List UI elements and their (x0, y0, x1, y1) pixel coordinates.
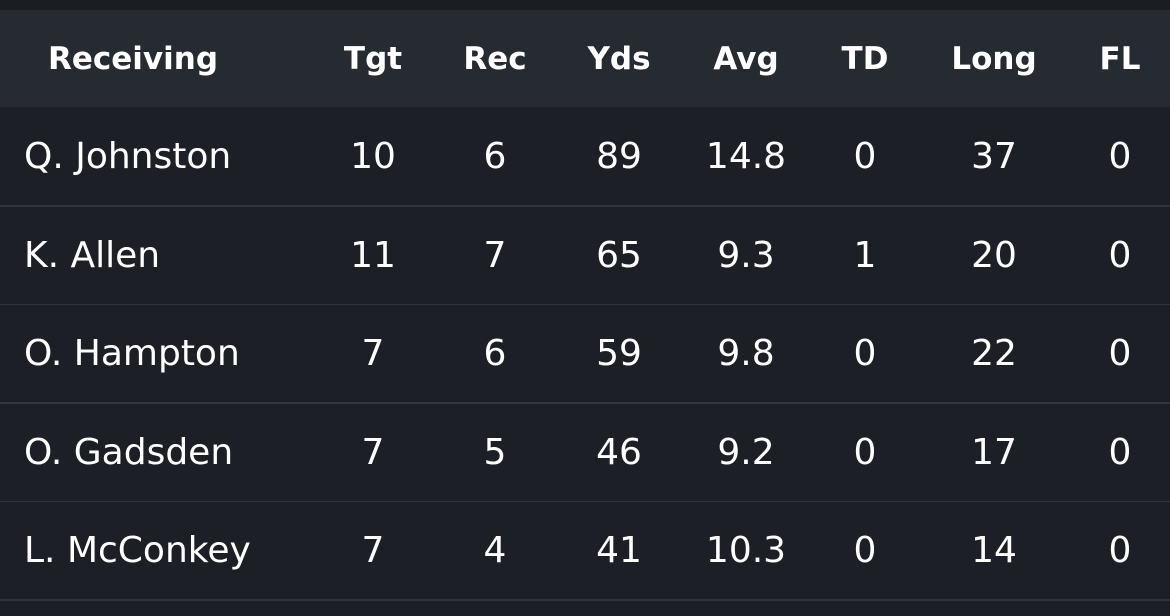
stat-cell: 1 (853, 234, 877, 276)
column-header: Yds (587, 40, 651, 77)
stat-cell: 46 (596, 431, 642, 473)
column-header: Receiving (48, 40, 219, 77)
player-row: L. McConkey 7 4 41 10.3 0 14 0 (0, 502, 1170, 601)
top-strip (0, 0, 1170, 10)
stat-cell: 9.8 (717, 333, 775, 374)
player-name: L. McConkey (24, 530, 251, 571)
stat-cell: 9.3 (717, 234, 775, 276)
stat-cell: 9.2 (717, 431, 775, 473)
stat-cell: 5 (483, 431, 507, 473)
stat-cell: 7 (361, 333, 385, 374)
stat-cell: 7 (361, 530, 385, 571)
player-name: Q. Johnston (24, 136, 232, 177)
column-header: Tgt (343, 40, 403, 77)
player-name: O. Hampton (24, 333, 240, 374)
column-header: Avg (713, 40, 779, 77)
player-row: Q. Johnston 10 6 89 14.8 0 37 0 (0, 108, 1170, 207)
stat-cell: 14 (971, 530, 1017, 571)
player-name: K. Allen (24, 234, 161, 276)
stat-cell: 6 (483, 136, 507, 177)
stat-cell: 11 (350, 234, 396, 276)
column-header: Rec (463, 40, 527, 77)
stat-cell: 0 (853, 431, 877, 473)
stat-cell: 41 (596, 530, 642, 571)
stat-cell: 4 (483, 530, 507, 571)
player-row: K. Allen 11 7 65 9.3 1 20 0 (0, 206, 1170, 306)
stat-cell: 10 (350, 136, 396, 177)
column-header: FL (1099, 40, 1141, 77)
player-row: O. Hampton 7 6 59 9.8 0 22 0 (0, 305, 1170, 404)
stat-cell: 0 (1108, 530, 1132, 571)
stat-cell: 0 (1108, 431, 1132, 473)
stat-cell: 0 (853, 136, 877, 177)
header-row: Receiving Tgt Rec Yds Avg TD Long FL (0, 10, 1170, 107)
stat-cell: 0 (1108, 234, 1132, 276)
stat-cell: 89 (596, 136, 642, 177)
stat-cell: 7 (361, 431, 385, 473)
column-header: Long (951, 40, 1037, 77)
stat-cell: 0 (853, 530, 877, 571)
stat-cell: 65 (596, 234, 642, 276)
column-header: TD (841, 40, 889, 77)
stat-cell: 22 (971, 333, 1017, 374)
stat-cell: 6 (483, 333, 507, 374)
player-row: O. Gadsden 7 5 46 9.2 0 17 0 (0, 403, 1170, 503)
stat-cell: 20 (971, 234, 1017, 276)
stat-cell: 59 (596, 333, 642, 374)
stat-cell: 0 (1108, 333, 1132, 374)
stat-cell: 0 (853, 333, 877, 374)
stat-cell: 0 (1108, 136, 1132, 177)
stat-cell: 37 (971, 136, 1017, 177)
stat-cell: 17 (971, 431, 1017, 473)
stat-cell: 7 (483, 234, 507, 276)
stat-cell: 14.8 (705, 136, 787, 177)
stat-cell: 10.3 (705, 530, 787, 571)
player-name: O. Gadsden (24, 431, 234, 473)
